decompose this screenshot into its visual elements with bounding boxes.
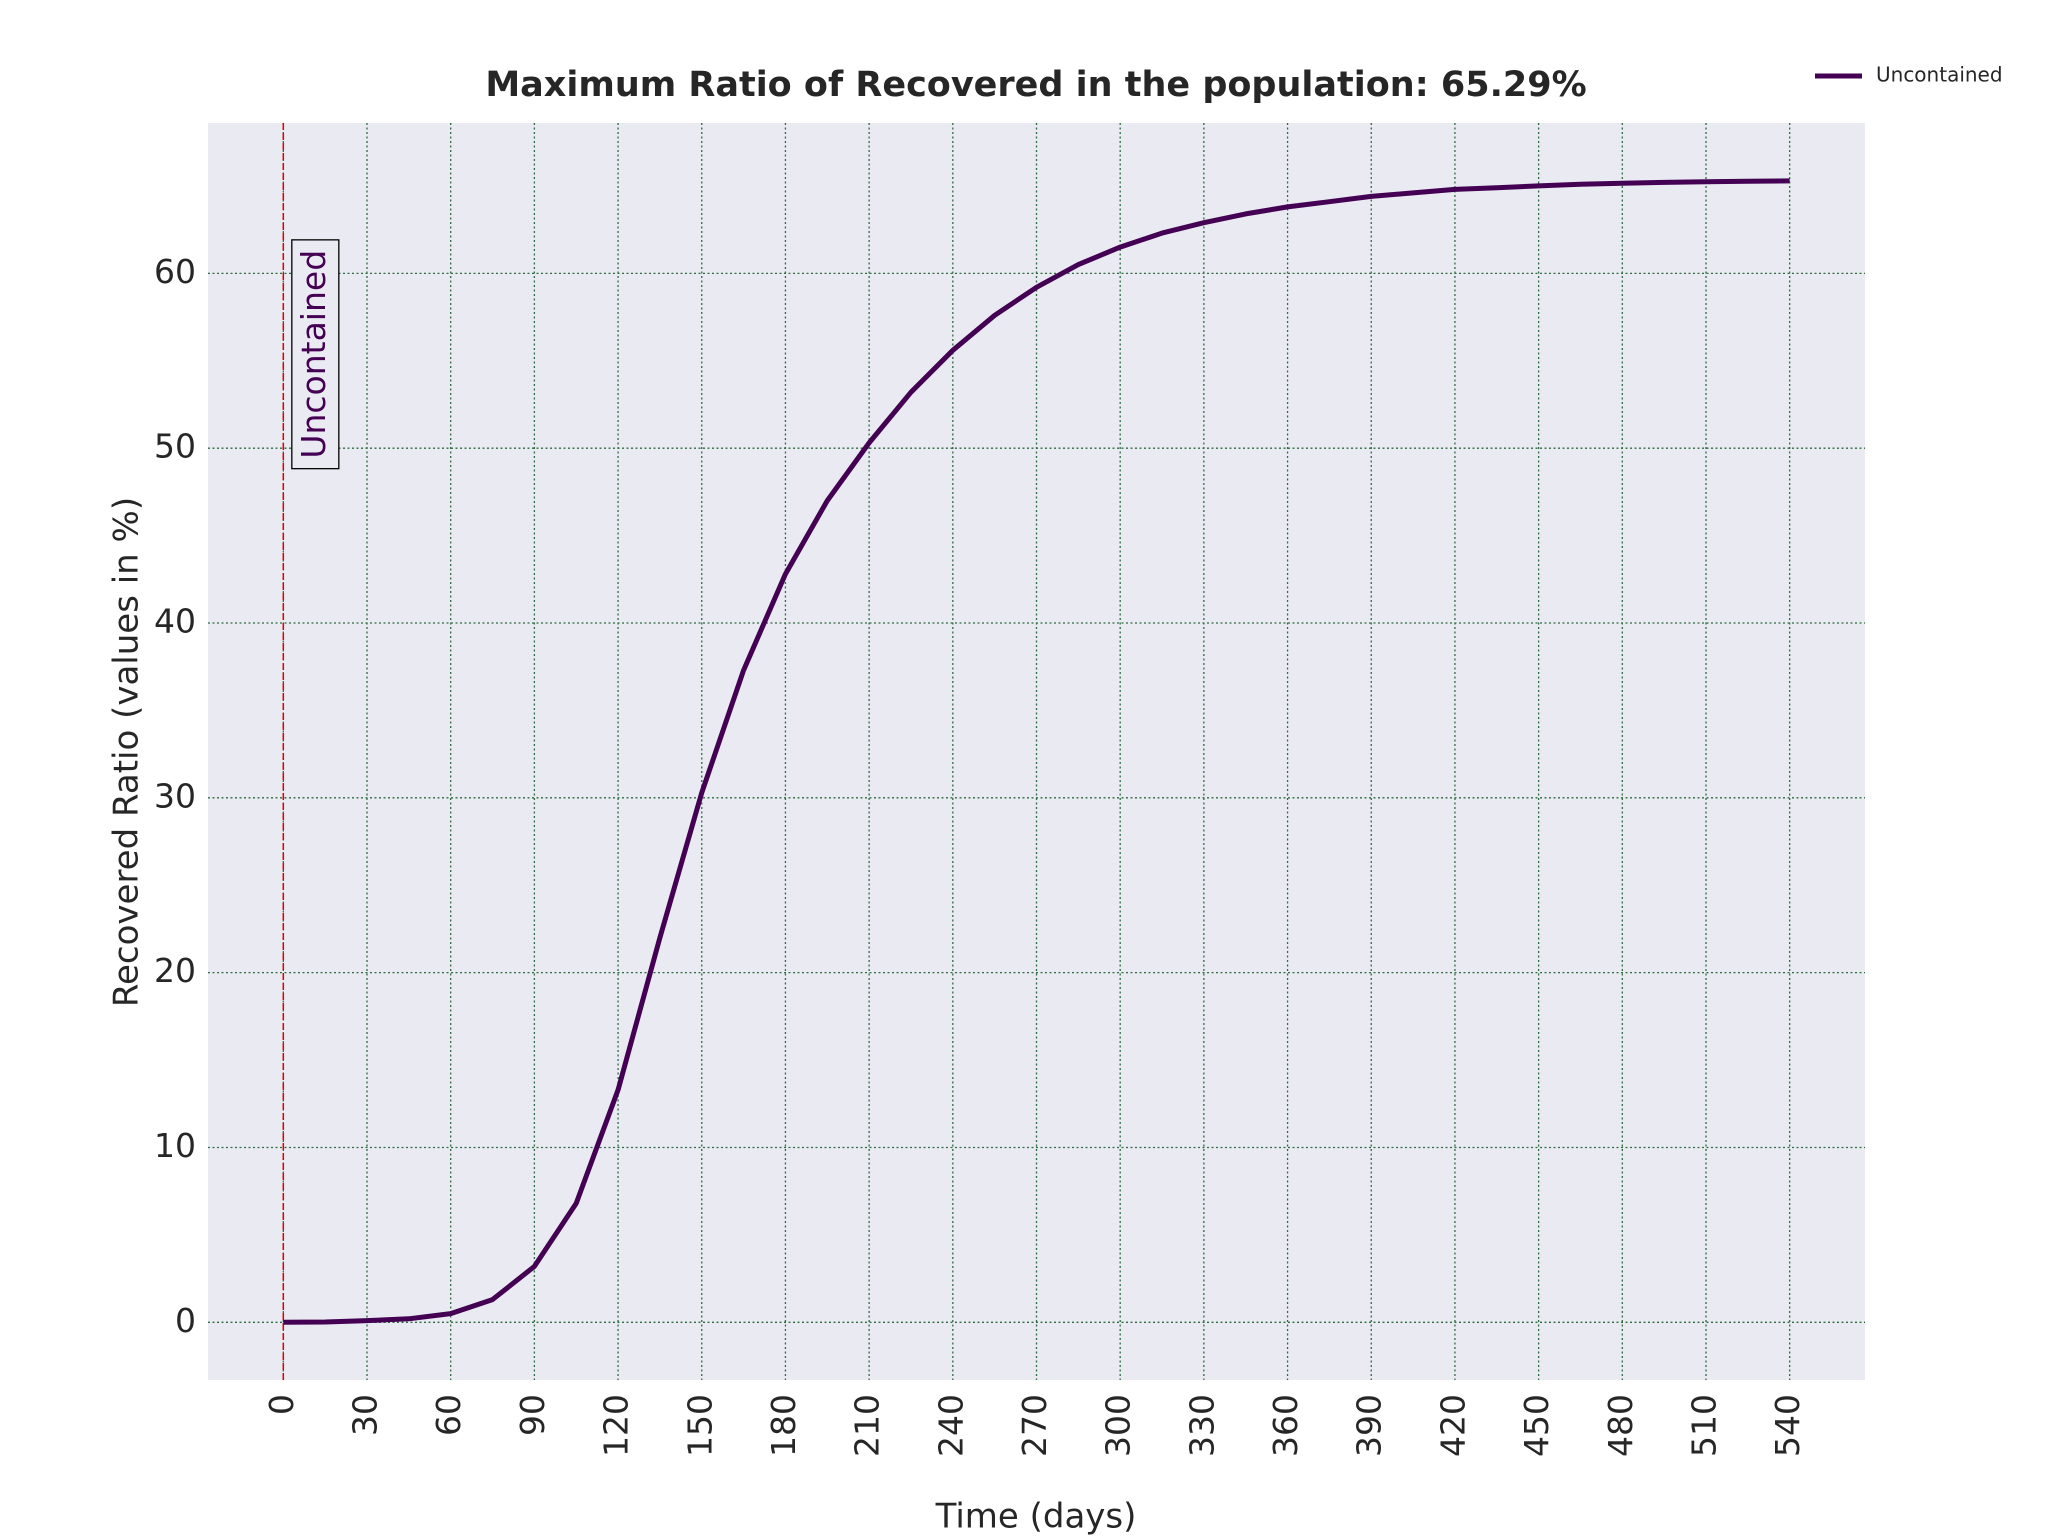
x-tick-label: 450	[1517, 1394, 1556, 1457]
x-tick-label: 210	[848, 1394, 887, 1457]
x-axis-label: Time (days)	[935, 1497, 1137, 1536]
x-tick-label: 0	[262, 1394, 301, 1415]
annotation-box	[291, 239, 340, 470]
y-tick-label: 20	[154, 951, 196, 990]
y-tick-label: 10	[154, 1126, 196, 1165]
x-tick-label: 420	[1433, 1394, 1472, 1457]
legend-label: Uncontained	[1876, 63, 2003, 87]
x-tick-label: 540	[1768, 1394, 1807, 1457]
x-tick-label: 270	[1015, 1394, 1054, 1457]
y-axis-label: Recovered Ratio (values in %)	[107, 497, 147, 1007]
x-tick-label: 150	[680, 1394, 719, 1457]
y-tick-label: 50	[154, 427, 196, 466]
x-tick-label: 120	[597, 1394, 636, 1457]
x-tick-label: 180	[764, 1394, 803, 1457]
y-tick-label: 60	[154, 252, 196, 291]
x-tick-label: 30	[346, 1394, 385, 1436]
data-line	[283, 178, 1790, 1325]
x-tick-label: 240	[931, 1394, 970, 1457]
x-tick-label: 300	[1099, 1394, 1138, 1457]
x-tick-label: 510	[1684, 1394, 1723, 1457]
annotation: Uncontained	[291, 239, 340, 470]
x-tick-label: 330	[1182, 1394, 1221, 1457]
annotation-label: Uncontained	[294, 250, 333, 459]
x-tick-label: 360	[1266, 1394, 1305, 1457]
x-tick-label: 90	[513, 1394, 552, 1436]
y-tick-label: 30	[154, 776, 196, 815]
y-tick-label: 0	[175, 1301, 196, 1340]
x-tick-label: 480	[1601, 1394, 1640, 1457]
plot-area	[208, 123, 1865, 1380]
x-tick-label: 60	[429, 1394, 468, 1436]
y-tick-label: 40	[154, 602, 196, 641]
chart-title: Maximum Ratio of Recovered in the popula…	[485, 65, 1586, 105]
x-tick-label: 390	[1350, 1394, 1389, 1457]
